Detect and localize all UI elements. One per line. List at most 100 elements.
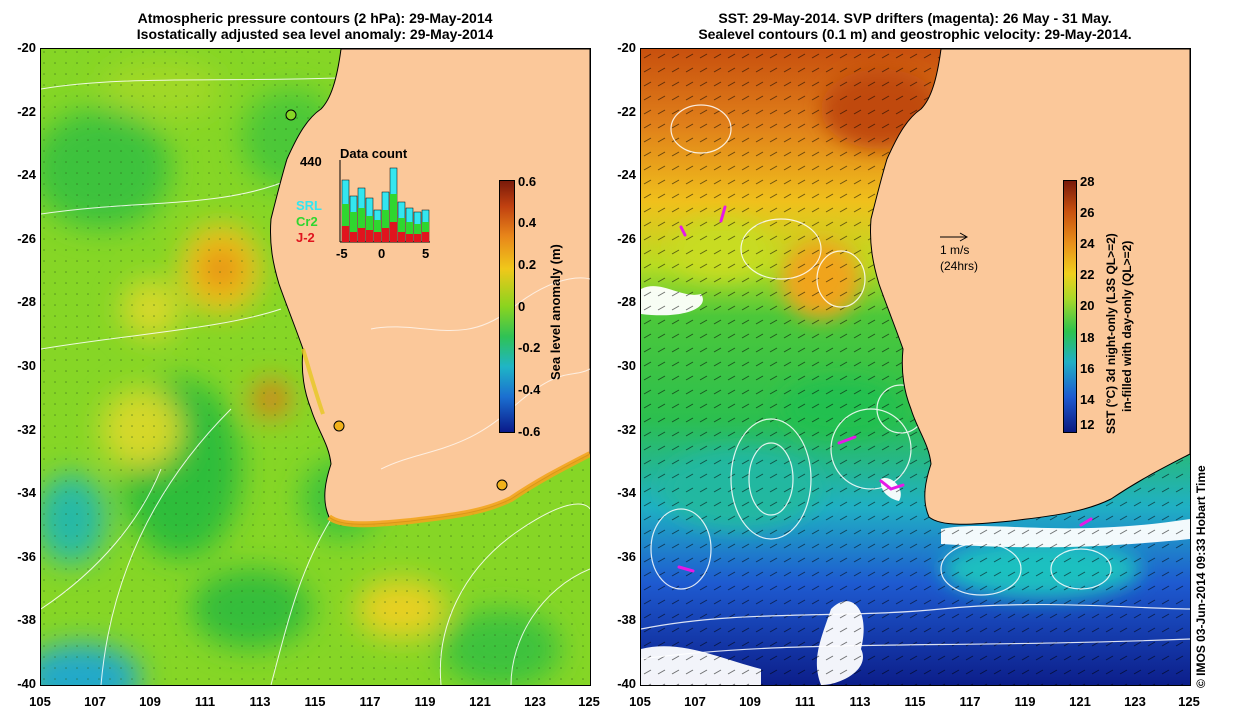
left-xtick: 105 — [29, 694, 51, 709]
coastal-anomaly-band — [327, 451, 590, 528]
right-xtick: 111 — [794, 694, 816, 709]
inset-title: Data count — [340, 146, 408, 161]
right-colorbar-tick: 12 — [1080, 417, 1095, 432]
right-colorbar-tick: 26 — [1080, 205, 1095, 220]
inset-legend-cr2: Cr2 — [296, 214, 318, 229]
right-xtick: 123 — [1124, 694, 1146, 709]
right-xtick: 109 — [739, 694, 761, 709]
right-colorbar-tick: 16 — [1080, 361, 1095, 376]
right-ytick: -32 — [617, 422, 636, 437]
left-ytick: -28 — [17, 294, 36, 309]
right-ytick: -24 — [617, 167, 636, 182]
inset-legend-srl: SRL — [296, 198, 322, 213]
scale-arrow-icon — [940, 232, 969, 242]
tide-gauge-marker — [285, 109, 297, 121]
left-map-graphic — [41, 49, 590, 685]
right-title-line1: SST: 29-May-2014. SVP drifters (magenta)… — [718, 10, 1112, 26]
left-ytick: -30 — [17, 358, 36, 373]
left-colorbar-tick: -0.4 — [518, 382, 541, 397]
drifter-track — [719, 205, 727, 223]
left-ytick: -32 — [17, 422, 36, 437]
drifter-track — [879, 479, 905, 491]
left-ytick: -38 — [17, 612, 36, 627]
left-xtick: 125 — [578, 694, 600, 709]
inset-xtick: 5 — [422, 246, 430, 261]
left-ytick: -24 — [17, 167, 36, 182]
left-colorbar-label: Sea level anomaly (m) — [548, 244, 563, 380]
right-colorbar-tick: 20 — [1080, 298, 1095, 313]
left-xtick: 121 — [469, 694, 491, 709]
right-ytick: -22 — [617, 104, 636, 119]
right-ytick: -30 — [617, 358, 636, 373]
left-colorbar-tick: 0.6 — [518, 174, 537, 189]
left-title-line1: Atmospheric pressure contours (2 hPa): 2… — [137, 10, 493, 26]
left-ytick: -20 — [17, 40, 36, 55]
right-ytick: -36 — [617, 549, 636, 564]
left-colorbar-tick: 0.4 — [518, 215, 537, 230]
right-colorbar-tick: 18 — [1080, 330, 1095, 345]
right-colorbar-label-line2: in-filled with day-only (QL>=2) — [1120, 240, 1134, 412]
right-xtick: 119 — [1014, 694, 1036, 709]
imos-credit: © IMOS 03-Jun-2014 09:33 Hobart Time — [1194, 465, 1208, 688]
left-xtick: 113 — [249, 694, 271, 709]
left-xtick: 111 — [194, 694, 216, 709]
left-colorbar — [499, 180, 515, 433]
left-xtick: 115 — [304, 694, 326, 709]
right-map-graphic — [641, 49, 1190, 685]
tide-gauge-marker — [496, 479, 508, 491]
right-title-line2: Sealevel contours (0.1 m) and geostrophi… — [698, 26, 1132, 42]
sealevel-contours — [641, 104, 1190, 660]
left-xtick: 117 — [359, 694, 381, 709]
left-xtick: 123 — [524, 694, 546, 709]
drifter-track — [1079, 517, 1093, 527]
right-ytick: -28 — [617, 294, 636, 309]
right-xtick: 113 — [849, 694, 871, 709]
drifter-track — [679, 225, 687, 237]
left-colorbar-tick: -0.2 — [518, 340, 541, 355]
right-colorbar — [1063, 180, 1077, 433]
right-colorbar-tick: 24 — [1080, 236, 1095, 251]
right-xtick: 115 — [904, 694, 926, 709]
left-title-line2: Isostatically adjusted sea level anomaly… — [136, 26, 494, 42]
right-colorbar-label-line1: SST (°C) 3d night-only (L3S QL>=2) — [1104, 233, 1118, 434]
right-ytick: -40 — [617, 676, 636, 691]
right-xtick: 107 — [684, 694, 706, 709]
inset-histogram — [339, 160, 430, 243]
right-ytick: -20 — [617, 40, 636, 55]
inset-xtick: 0 — [378, 246, 386, 261]
left-ytick: -40 — [17, 676, 36, 691]
right-colorbar-tick: 22 — [1080, 267, 1095, 282]
left-ytick: -34 — [17, 485, 36, 500]
right-xtick: 121 — [1069, 694, 1091, 709]
right-xtick: 105 — [629, 694, 651, 709]
left-xtick: 119 — [414, 694, 436, 709]
right-ytick: -38 — [617, 612, 636, 627]
left-ytick: -36 — [17, 549, 36, 564]
inset-legend-j2: J-2 — [296, 230, 315, 245]
right-colorbar-tick: 14 — [1080, 392, 1095, 407]
tide-gauge-marker — [333, 420, 345, 432]
right-ytick: -26 — [617, 231, 636, 246]
scale-arrow-speed: 1 m/s — [940, 243, 970, 257]
left-colorbar-tick: 0 — [518, 299, 526, 314]
left-xtick: 107 — [84, 694, 106, 709]
drifter-track — [677, 565, 695, 573]
land-australia — [870, 49, 1190, 525]
histogram-bars — [341, 167, 430, 243]
right-colorbar-tick: 28 — [1080, 174, 1095, 189]
coastal-anomaly-band-west — [301, 348, 325, 415]
scale-arrow-period: (24hrs) — [940, 259, 979, 273]
left-xtick: 109 — [139, 694, 161, 709]
right-map-sst — [640, 48, 1191, 686]
inset-max-count: 440 — [300, 154, 322, 169]
left-ytick: -22 — [17, 104, 36, 119]
left-ytick: -26 — [17, 231, 36, 246]
drifter-track — [837, 435, 857, 445]
left-colorbar-tick: -0.6 — [518, 424, 541, 439]
right-xtick: 117 — [959, 694, 981, 709]
left-map-sea-level-anomaly — [40, 48, 591, 686]
inset-xtick: -5 — [336, 246, 348, 261]
left-colorbar-tick: 0.2 — [518, 257, 537, 272]
svp-drifter-tracks — [677, 205, 1093, 573]
right-xtick: 125 — [1178, 694, 1200, 709]
